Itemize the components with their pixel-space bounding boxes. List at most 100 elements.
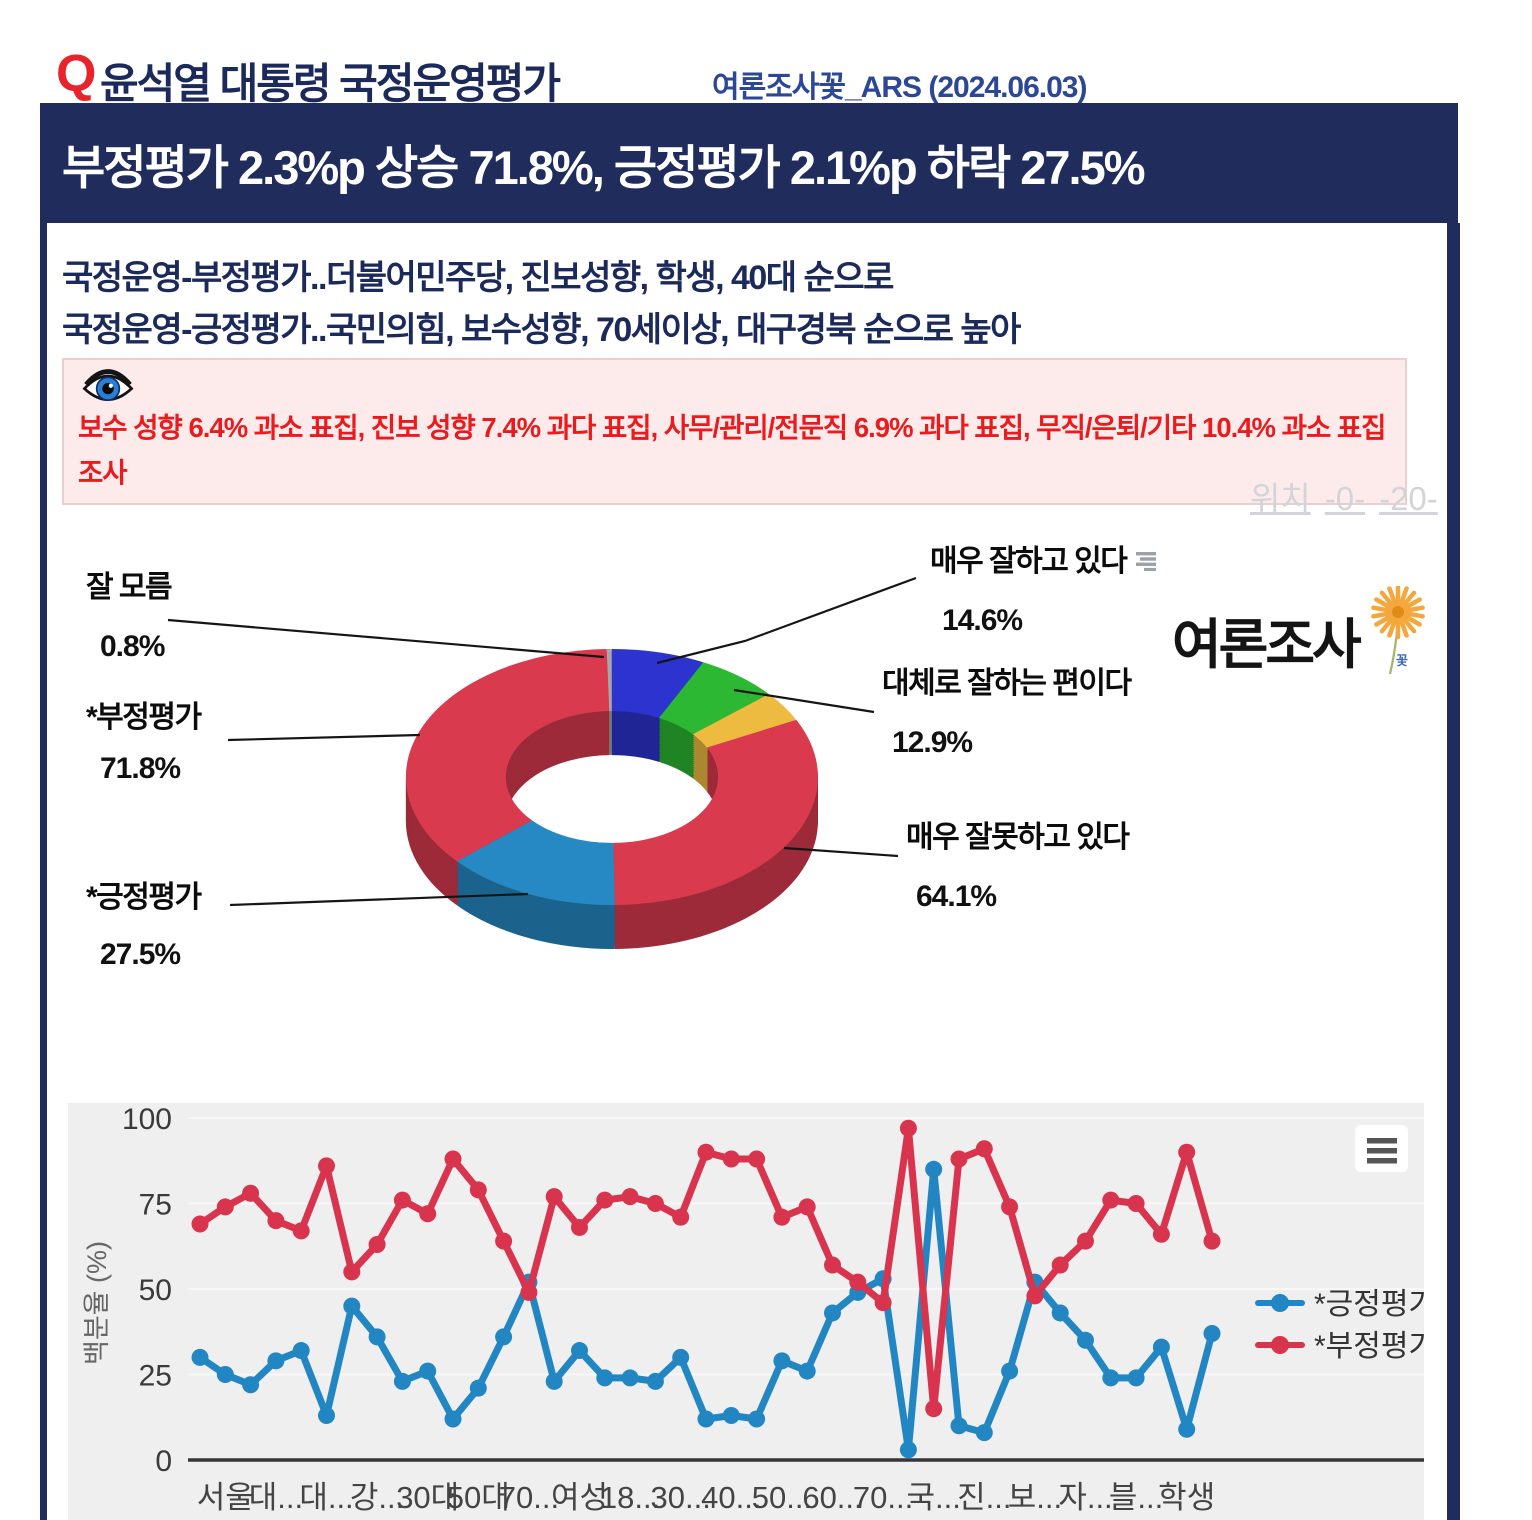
data-point[interactable]	[646, 1372, 664, 1390]
data-point[interactable]	[798, 1362, 816, 1380]
data-point[interactable]	[621, 1188, 639, 1206]
data-point[interactable]	[571, 1218, 588, 1236]
data-point[interactable]	[1152, 1338, 1170, 1356]
data-point[interactable]	[950, 1417, 968, 1435]
data-point[interactable]	[672, 1348, 690, 1366]
data-point[interactable]	[419, 1205, 437, 1223]
logo-badge: 꽃	[1396, 653, 1408, 668]
data-point[interactable]	[697, 1143, 715, 1161]
data-point[interactable]	[191, 1348, 209, 1366]
data-point[interactable]	[697, 1410, 715, 1428]
data-point[interactable]	[950, 1150, 968, 1168]
data-point[interactable]	[1051, 1256, 1069, 1274]
data-point[interactable]	[899, 1441, 917, 1459]
legend-item-*부정평가[interactable]: *부정평가	[1255, 1330, 1424, 1363]
donut-pct-dontknow: 0.8%	[100, 630, 165, 663]
data-point[interactable]	[1127, 1369, 1145, 1387]
data-point[interactable]	[672, 1208, 690, 1226]
data-point[interactable]	[925, 1400, 943, 1418]
data-point[interactable]	[899, 1119, 917, 1137]
data-point[interactable]	[267, 1212, 285, 1230]
data-point[interactable]	[975, 1140, 993, 1158]
data-point[interactable]	[849, 1273, 867, 1291]
data-point[interactable]	[495, 1232, 513, 1250]
series-*긍정평가[interactable]	[191, 1160, 1221, 1459]
data-point[interactable]	[1077, 1232, 1094, 1250]
data-point[interactable]	[1127, 1195, 1145, 1212]
donut-slice[interactable]	[456, 820, 615, 906]
position-link-0[interactable]: -0-	[1324, 480, 1366, 517]
data-point[interactable]	[773, 1352, 791, 1370]
data-point[interactable]	[393, 1372, 411, 1390]
data-point[interactable]	[318, 1407, 335, 1425]
data-point[interactable]	[1178, 1143, 1196, 1161]
data-point[interactable]	[646, 1195, 664, 1212]
data-point[interactable]	[722, 1407, 740, 1425]
data-point[interactable]	[495, 1328, 513, 1346]
data-point[interactable]	[545, 1372, 563, 1390]
donut-slice[interactable]	[692, 694, 797, 748]
data-point[interactable]	[824, 1304, 841, 1322]
legend-item-*긍정평가[interactable]: *긍정평가	[1255, 1288, 1424, 1321]
chart-menu-button[interactable]	[1355, 1125, 1408, 1172]
data-point[interactable]	[1051, 1304, 1069, 1322]
data-point[interactable]	[596, 1369, 614, 1387]
data-point[interactable]	[368, 1328, 386, 1346]
data-point[interactable]	[242, 1184, 260, 1202]
data-point[interactable]	[242, 1376, 260, 1394]
donut-slice[interactable]	[659, 662, 769, 735]
data-point[interactable]	[469, 1379, 487, 1397]
data-point[interactable]	[520, 1283, 538, 1301]
data-point[interactable]	[621, 1369, 639, 1387]
donut-slice[interactable]	[405, 649, 610, 862]
series-*부정평가[interactable]	[191, 1119, 1221, 1418]
data-point[interactable]	[571, 1342, 588, 1360]
data-point[interactable]	[444, 1150, 462, 1168]
position-link-20[interactable]: -20-	[1379, 480, 1438, 517]
data-point[interactable]	[1203, 1324, 1221, 1342]
data-point[interactable]	[343, 1297, 361, 1315]
data-point[interactable]	[975, 1424, 993, 1442]
x-category-label: 70...	[853, 1480, 913, 1515]
data-point[interactable]	[748, 1150, 766, 1168]
line-chart-panel: 0 25 50 75 100 백분율 (%) 서울 대... 대... 강... 30대 50대 70.…	[68, 1103, 1424, 1520]
data-point[interactable]	[292, 1342, 310, 1360]
data-point[interactable]	[596, 1191, 614, 1209]
data-point[interactable]	[1102, 1191, 1120, 1209]
data-point[interactable]	[191, 1215, 209, 1233]
data-point[interactable]	[343, 1263, 361, 1281]
data-point[interactable]	[1026, 1287, 1044, 1305]
data-point[interactable]	[292, 1222, 310, 1240]
data-point[interactable]	[1178, 1420, 1196, 1438]
data-point[interactable]	[1203, 1232, 1221, 1250]
data-point[interactable]	[1001, 1362, 1019, 1380]
data-point[interactable]	[798, 1198, 816, 1216]
data-point[interactable]	[773, 1208, 791, 1226]
donut-slice[interactable]	[611, 649, 704, 718]
data-point[interactable]	[1001, 1198, 1019, 1216]
data-point[interactable]	[419, 1362, 437, 1380]
data-point[interactable]	[216, 1198, 234, 1216]
data-point[interactable]	[722, 1150, 740, 1168]
data-point[interactable]	[318, 1157, 335, 1175]
donut-slice[interactable]	[606, 648, 612, 712]
leader-line	[227, 733, 421, 742]
data-point[interactable]	[1102, 1369, 1120, 1387]
data-point[interactable]	[824, 1256, 841, 1274]
data-point[interactable]	[444, 1410, 462, 1428]
data-point[interactable]	[874, 1294, 892, 1312]
data-point[interactable]	[1152, 1225, 1170, 1243]
data-point[interactable]	[267, 1352, 285, 1370]
donut-slice[interactable]	[613, 719, 818, 905]
data-point[interactable]	[469, 1181, 487, 1199]
data-point[interactable]	[545, 1188, 563, 1206]
data-point[interactable]	[216, 1366, 234, 1383]
data-point[interactable]	[748, 1410, 766, 1428]
donut-label-dontknow: 잘 모름	[86, 571, 173, 604]
data-point[interactable]	[368, 1236, 386, 1254]
data-point[interactable]	[393, 1191, 411, 1209]
data-point[interactable]	[925, 1160, 943, 1178]
data-point[interactable]	[1077, 1331, 1094, 1349]
